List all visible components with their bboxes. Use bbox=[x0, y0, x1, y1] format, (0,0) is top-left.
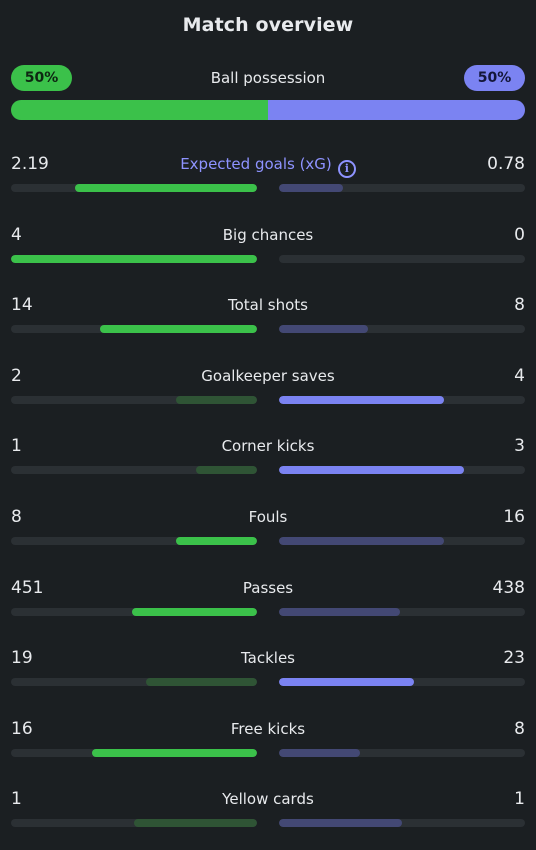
stat-away-value: 8 bbox=[514, 718, 525, 739]
stat-home-bar-track bbox=[11, 748, 257, 757]
stat-home-bar-fill bbox=[99, 325, 257, 334]
stat-away-bar-fill bbox=[279, 748, 361, 757]
home-possession-badge: 50% bbox=[11, 65, 72, 91]
stat-away-bar-fill bbox=[279, 184, 343, 192]
stat-away-value: 4 bbox=[514, 365, 525, 386]
stat-home-bar-fill bbox=[92, 748, 257, 757]
stat-home-bar-fill bbox=[131, 607, 257, 616]
stat-home-bar-fill bbox=[175, 537, 257, 545]
stat-home-bar-track bbox=[11, 325, 257, 334]
stat-label: Goalkeeper saves bbox=[11, 364, 525, 388]
stat-home-bar-track bbox=[11, 607, 257, 616]
stat-row: 16 Free kicks 8 bbox=[11, 717, 525, 767]
stat-label-text: Fouls bbox=[248, 508, 288, 526]
stat-row: 1 Corner kicks 3 bbox=[11, 434, 525, 484]
away-possession-badge: 50% bbox=[464, 65, 525, 91]
stat-label[interactable]: Expected goals (xG) i bbox=[11, 152, 525, 178]
possession-label: Ball possession bbox=[210, 69, 326, 87]
stat-away-value: 0 bbox=[514, 224, 525, 245]
stat-home-value: 1 bbox=[11, 789, 22, 810]
stat-label: Yellow cards bbox=[11, 787, 525, 811]
stat-label-text: Passes bbox=[242, 578, 294, 597]
stat-row: 2 Goalkeeper saves 4 bbox=[11, 364, 525, 414]
info-icon[interactable]: i bbox=[337, 160, 356, 178]
stat-home-bar-track bbox=[11, 254, 257, 263]
stat-away-bar-track bbox=[279, 748, 525, 757]
stat-home-value: 2.19 bbox=[11, 154, 49, 174]
stat-home-bar-track bbox=[11, 537, 257, 545]
possession-bar-home bbox=[11, 100, 268, 120]
stat-label-text: Total shots bbox=[228, 296, 308, 315]
stat-home-value: 16 bbox=[11, 718, 33, 739]
stat-home-bar-track bbox=[11, 395, 257, 404]
stat-away-bar-fill bbox=[279, 819, 402, 828]
stat-home-value: 2 bbox=[11, 365, 22, 386]
stat-away-value: 16 bbox=[503, 507, 525, 527]
stat-away-bar-fill bbox=[279, 395, 444, 404]
stat-away-bar-fill bbox=[279, 537, 444, 545]
stat-label-text: Goalkeeper saves bbox=[201, 366, 335, 385]
stat-label-text: Yellow cards bbox=[222, 790, 314, 809]
stat-away-bar-track bbox=[279, 254, 525, 263]
stat-row: 8 Fouls 16 bbox=[11, 505, 525, 555]
possession-header: 50% Ball possession 50% bbox=[11, 65, 525, 91]
stat-away-value: 23 bbox=[503, 648, 525, 669]
stat-away-bar-track bbox=[279, 819, 525, 828]
stat-label: Free kicks bbox=[11, 717, 525, 741]
stat-away-value: 8 bbox=[514, 295, 525, 316]
stat-row: 2.19 Expected goals (xG) i 0.78 bbox=[11, 152, 525, 202]
stat-label: Passes bbox=[11, 576, 525, 600]
stat-home-bar-fill bbox=[175, 395, 257, 404]
stat-away-bar-track bbox=[279, 607, 525, 616]
stat-away-bar-track bbox=[279, 184, 525, 192]
stat-label: Total shots bbox=[11, 293, 525, 317]
stat-away-bar-fill bbox=[279, 466, 464, 475]
stat-label-text: Free kicks bbox=[230, 719, 306, 738]
stat-label: Fouls bbox=[11, 505, 525, 529]
stat-home-value: 19 bbox=[11, 648, 33, 669]
stat-home-bar-track bbox=[11, 819, 257, 828]
stat-home-value: 451 bbox=[11, 577, 44, 598]
stat-label: Corner kicks bbox=[11, 434, 525, 458]
stat-label-text: Big chances bbox=[222, 225, 314, 244]
stat-label-text: Expected goals (xG) bbox=[180, 155, 332, 173]
stat-label: Tackles bbox=[11, 646, 525, 670]
stat-row: 451 Passes 438 bbox=[11, 576, 525, 626]
stat-away-bar-track bbox=[279, 395, 525, 404]
possession-bar bbox=[11, 100, 525, 120]
stat-away-value: 438 bbox=[492, 577, 525, 598]
stat-away-value: 3 bbox=[514, 436, 525, 457]
stat-away-bar-track bbox=[279, 678, 525, 687]
stat-home-bar-fill bbox=[74, 184, 257, 192]
stat-row: 1 Yellow cards 1 bbox=[11, 787, 525, 837]
stat-home-value: 8 bbox=[11, 507, 22, 527]
stat-home-value: 4 bbox=[11, 224, 22, 245]
stat-row: 4 Big chances 0 bbox=[11, 223, 525, 273]
stat-away-bar-track bbox=[279, 537, 525, 545]
stat-home-bar-track bbox=[11, 678, 257, 687]
stat-home-bar-fill bbox=[195, 466, 257, 475]
stat-row: 14 Total shots 8 bbox=[11, 293, 525, 343]
stat-home-value: 14 bbox=[11, 295, 33, 316]
stat-home-bar-fill bbox=[11, 254, 257, 263]
stat-home-bar-fill bbox=[146, 678, 257, 687]
stat-label-text: Tackles bbox=[240, 649, 296, 668]
stat-away-bar-fill bbox=[279, 678, 415, 687]
stat-away-value: 1 bbox=[514, 789, 525, 810]
stat-away-value: 0.78 bbox=[487, 154, 525, 174]
stat-home-value: 1 bbox=[11, 436, 22, 457]
stat-away-bar-fill bbox=[279, 607, 400, 616]
possession-bar-away bbox=[268, 100, 525, 120]
stat-home-bar-fill bbox=[134, 819, 257, 828]
stat-label-text: Corner kicks bbox=[221, 437, 315, 456]
stat-label: Big chances bbox=[11, 223, 525, 247]
stat-away-bar-track bbox=[279, 466, 525, 475]
stat-home-bar-track bbox=[11, 184, 257, 192]
stat-away-bar-fill bbox=[279, 325, 368, 334]
stat-row: 19 Tackles 23 bbox=[11, 646, 525, 696]
page-title: Match overview bbox=[182, 14, 354, 36]
stat-home-bar-track bbox=[11, 466, 257, 475]
stat-away-bar-track bbox=[279, 325, 525, 334]
